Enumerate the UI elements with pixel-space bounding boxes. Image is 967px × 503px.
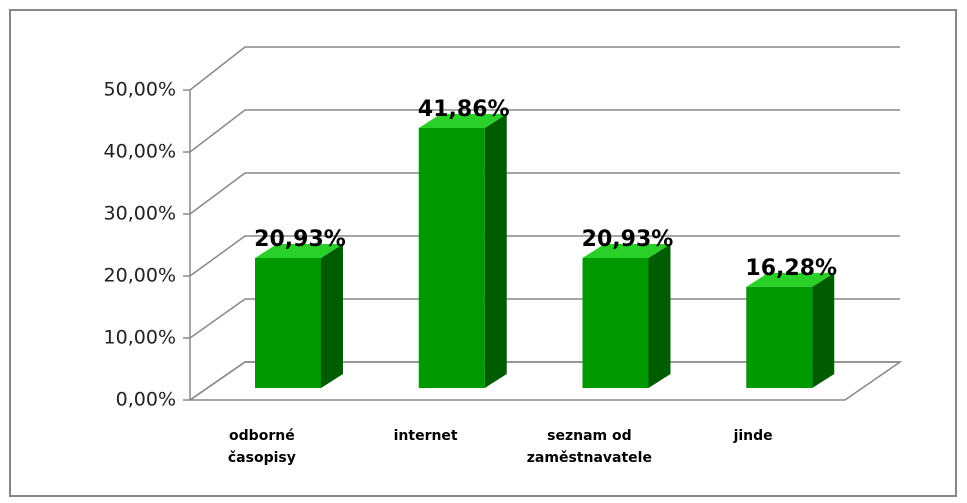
value-label: 20,93% [582,227,674,252]
value-label: 16,28% [745,256,837,281]
value-label: 20,93% [254,227,346,252]
grid-line [189,298,900,339]
y-tick-label: 0,00% [116,389,176,411]
y-tick-label: 30,00% [104,203,176,225]
bar-front [746,286,813,388]
grid-line [189,109,900,153]
grid-line [189,361,900,401]
grid-line [189,235,900,277]
grid-line [189,46,900,91]
bar-side [321,244,343,388]
bar-front [255,258,321,388]
bar-top [582,244,671,259]
bar-side [648,244,671,388]
bar [746,272,835,388]
bar-top [746,272,835,287]
bar-top [418,114,507,129]
bar-front [582,258,649,388]
grid-line [189,172,900,215]
bar-side [484,114,507,388]
x-tick-label: odborné časopisy [227,428,296,466]
bar [418,114,507,389]
bar [255,244,343,388]
y-tick-label: 40,00% [104,141,176,163]
bar-front [418,128,485,389]
y-tick-label: 50,00% [104,79,176,101]
y-tick-label: 10,00% [104,327,176,349]
y-tick-label: 20,00% [104,265,176,287]
x-tick-label: internet [393,428,458,444]
bar-side [812,272,835,388]
x-tick-label: jinde [733,428,773,444]
value-label: 41,86% [418,97,510,122]
x-tick-label: seznam od zaměstnavatele [526,428,652,466]
bar-top [255,244,343,259]
bar [582,244,671,388]
